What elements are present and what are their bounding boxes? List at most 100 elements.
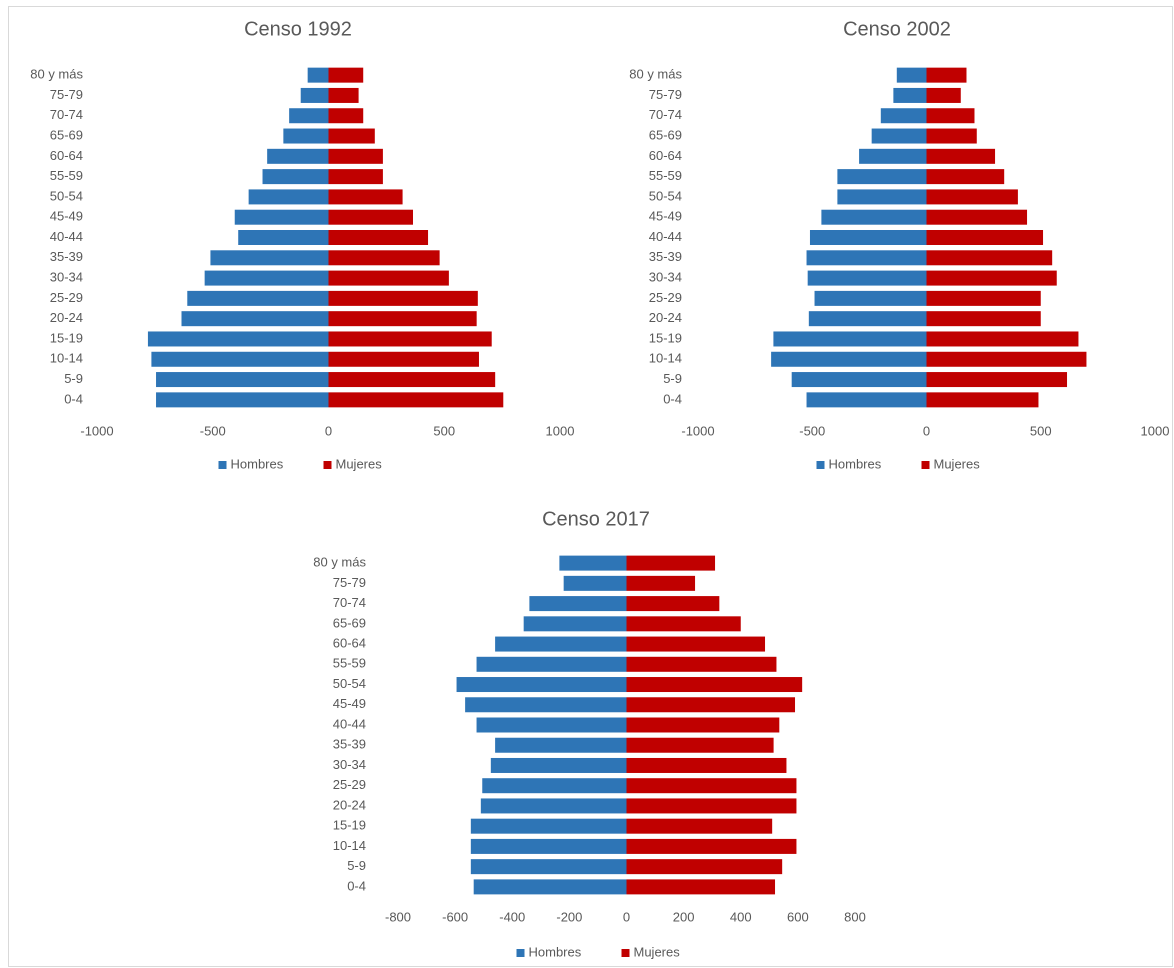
y-tick-label: 65-69 <box>50 127 83 142</box>
bar <box>307 67 329 83</box>
x-tick-label: 400 <box>730 909 752 924</box>
y-tick-label: 35-39 <box>649 249 682 264</box>
bar <box>926 230 1044 245</box>
bar <box>626 757 787 773</box>
bar <box>626 677 803 693</box>
bar <box>283 128 329 144</box>
x-tick-label: -800 <box>385 909 411 924</box>
bar <box>328 67 364 83</box>
bar <box>926 169 1005 185</box>
bar <box>328 372 496 388</box>
bar <box>626 717 780 733</box>
bar <box>871 128 927 144</box>
bar <box>926 331 1079 347</box>
y-tick-label: 60-64 <box>649 148 682 163</box>
y-tick-label: 45-49 <box>50 209 83 224</box>
bar <box>626 879 776 895</box>
y-tick-label: 50-54 <box>333 676 366 691</box>
bar <box>328 148 383 164</box>
y-tick-label: 30-34 <box>333 757 366 772</box>
bar <box>808 311 927 327</box>
x-tick-label: 200 <box>673 909 695 924</box>
bar <box>238 230 329 245</box>
bar <box>806 392 927 408</box>
x-tick-label: -200 <box>556 909 582 924</box>
legend-label: Hombres <box>231 456 284 471</box>
legend-swatch <box>621 949 630 957</box>
bar <box>626 737 774 753</box>
bar <box>559 555 627 571</box>
bar <box>626 838 797 854</box>
bar <box>328 331 492 347</box>
x-tick-label: -600 <box>442 909 468 924</box>
x-tick-label: -1000 <box>80 423 113 438</box>
y-tick-label: 55-59 <box>649 168 682 183</box>
bar <box>626 616 741 632</box>
legend-swatch <box>516 949 525 957</box>
y-tick-label: 20-24 <box>50 310 83 325</box>
bar <box>893 87 927 103</box>
y-tick-label: 55-59 <box>333 656 366 671</box>
bar <box>476 717 627 733</box>
x-tick-label: 0 <box>325 423 332 438</box>
bar <box>837 169 927 185</box>
bar <box>529 596 627 612</box>
bar <box>328 270 449 286</box>
bar <box>837 189 927 205</box>
y-tick-label: 30-34 <box>50 270 83 285</box>
y-tick-label: 15-19 <box>333 818 366 833</box>
y-tick-label: 5-9 <box>64 371 83 386</box>
bar <box>465 697 627 713</box>
bar <box>814 290 927 306</box>
bar <box>859 148 927 164</box>
bar <box>187 290 329 306</box>
bar <box>156 372 329 388</box>
bar <box>476 656 627 672</box>
bar <box>563 575 627 591</box>
bar <box>248 189 329 205</box>
bar <box>328 250 440 266</box>
bar <box>470 818 627 834</box>
legend-label: Hombres <box>529 944 582 959</box>
bar <box>495 737 627 753</box>
y-tick-label: 10-14 <box>333 838 366 853</box>
bar <box>926 250 1053 266</box>
y-tick-label: 45-49 <box>649 209 682 224</box>
bar <box>806 250 927 266</box>
bar <box>926 128 977 144</box>
y-tick-label: 55-59 <box>50 168 83 183</box>
y-tick-label: 30-34 <box>649 270 682 285</box>
bar <box>771 351 927 367</box>
y-tick-label: 20-24 <box>333 797 366 812</box>
bar <box>328 169 383 185</box>
bar <box>791 372 927 388</box>
bar <box>328 209 413 225</box>
bar <box>151 351 329 367</box>
bar <box>482 778 627 794</box>
bar <box>626 555 716 571</box>
x-tick-label: 0 <box>923 423 930 438</box>
bar <box>328 392 504 408</box>
bar <box>926 311 1041 327</box>
bar <box>626 818 773 834</box>
x-tick-label: 1000 <box>546 423 575 438</box>
bar <box>480 798 627 814</box>
bar <box>267 148 329 164</box>
bar <box>926 392 1039 408</box>
y-tick-label: 40-44 <box>50 229 83 244</box>
legend-swatch <box>816 461 825 469</box>
x-tick-label: 600 <box>787 909 809 924</box>
y-tick-label: 70-74 <box>333 595 366 610</box>
y-tick-label: 70-74 <box>50 107 83 122</box>
y-tick-label: 50-54 <box>50 188 83 203</box>
bar <box>626 798 797 814</box>
bar <box>926 189 1018 205</box>
bar <box>626 575 696 591</box>
y-tick-label: 80 y más <box>313 555 366 570</box>
bar <box>926 270 1057 286</box>
bar <box>328 290 478 306</box>
bar <box>490 757 627 773</box>
x-tick-label: -400 <box>499 909 525 924</box>
y-tick-label: 65-69 <box>333 615 366 630</box>
y-tick-label: 0-4 <box>347 878 366 893</box>
